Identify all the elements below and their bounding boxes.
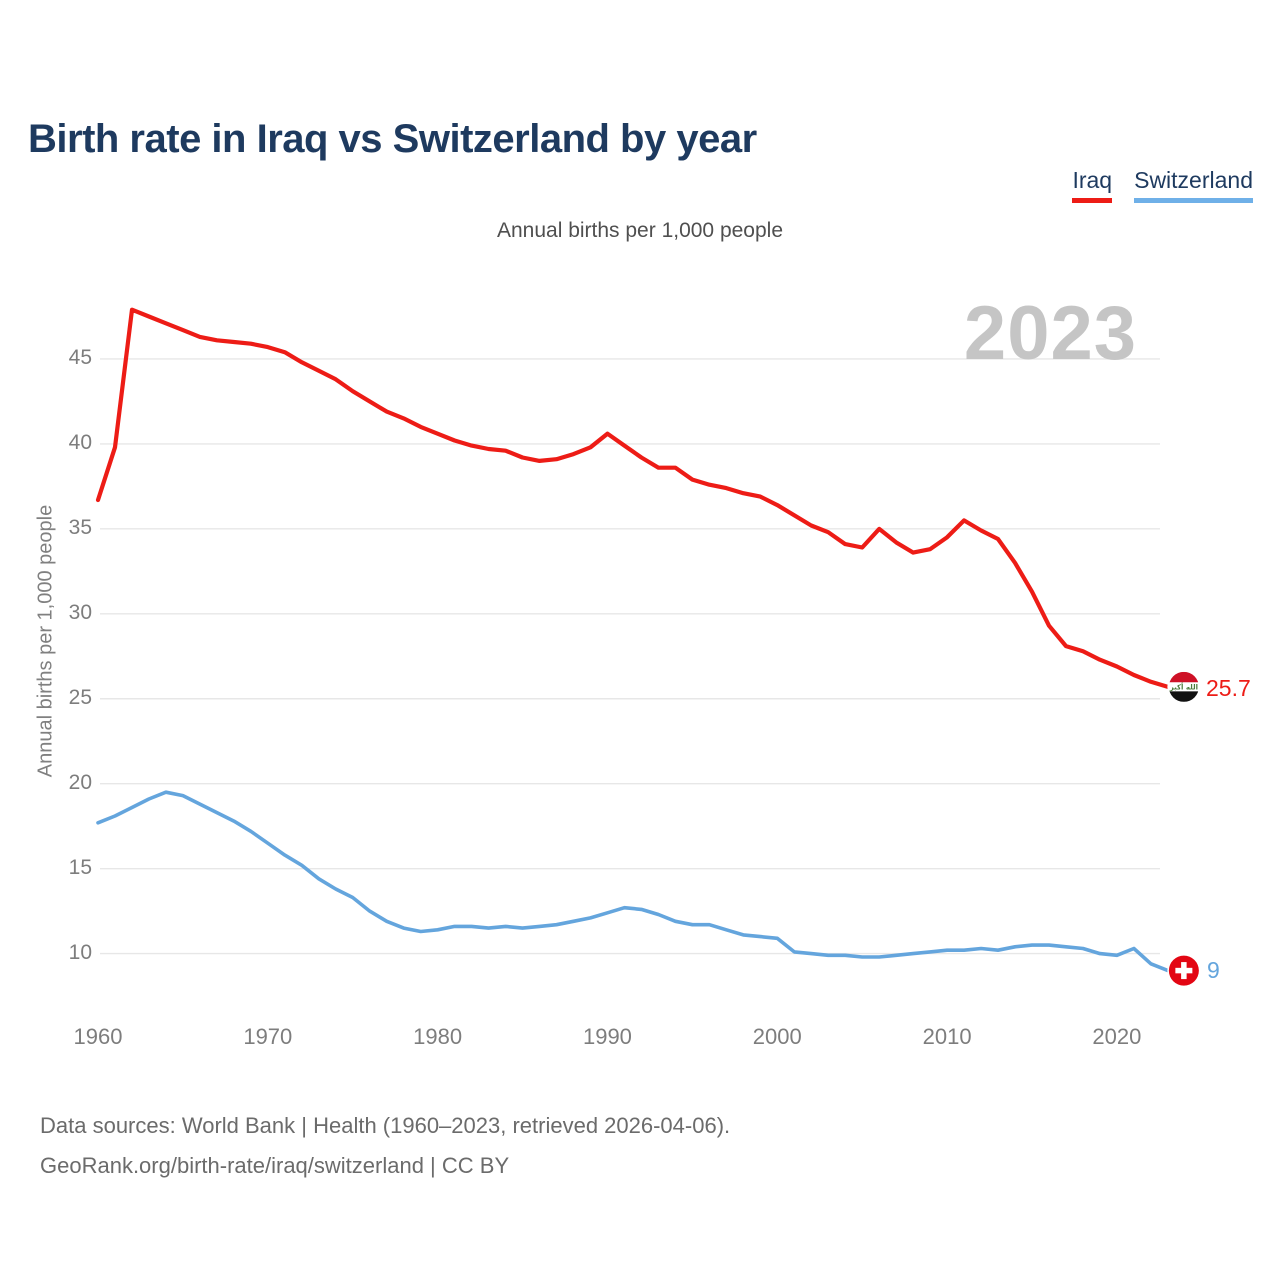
x-tick-2000: 2000	[752, 1024, 802, 1049]
iraq-flag-black-band	[1168, 691, 1199, 702]
legend: Iraq Switzerland	[1072, 167, 1253, 203]
y-tick-40: 40	[68, 430, 92, 454]
iraq-end-value-label: 25.7	[1206, 675, 1251, 701]
iraq-flag-red-band	[1168, 671, 1199, 683]
footer-attribution: GeoRank.org/birth-rate/iraq/switzerland …	[40, 1153, 510, 1178]
switzerland-line-series	[96, 790, 1170, 973]
x-tick-1990: 1990	[582, 1024, 632, 1049]
x-tick-1970: 1970	[243, 1024, 293, 1049]
legend-item-iraq[interactable]: Iraq	[1072, 167, 1113, 203]
y-tick-15: 15	[68, 855, 92, 879]
y-tick-30: 30	[68, 600, 92, 624]
footer-data-sources: Data sources: World Bank | Health (1960–…	[40, 1113, 731, 1138]
x-tick-2010: 2010	[922, 1024, 972, 1049]
footer: Data sources: World Bank | Health (1960–…	[40, 1106, 730, 1186]
x-tick-1980: 1980	[413, 1024, 463, 1049]
legend-item-switzerland[interactable]: Switzerland	[1134, 167, 1253, 203]
y-tick-25: 25	[68, 685, 92, 709]
chart-subtitle: Annual births per 1,000 people	[496, 219, 784, 242]
y-tick-10: 10	[68, 940, 92, 964]
iraq-line-series	[95, 307, 1171, 690]
swiss-cross-v	[1181, 962, 1187, 980]
x-tick-1960: 1960	[73, 1024, 123, 1049]
iraq-flag-script-icon: الله أكبر	[1169, 682, 1198, 691]
y-tick-45: 45	[68, 345, 92, 369]
year-watermark: 2023	[963, 291, 1137, 376]
y-tick-20: 20	[68, 770, 92, 794]
y-axis-label: Annual births per 1,000 people	[34, 504, 57, 778]
iraq-flag-white-band	[1168, 682, 1199, 692]
x-tick-2020: 2020	[1092, 1024, 1142, 1049]
page-title: Birth rate in Iraq vs Switzerland by yea…	[28, 116, 757, 161]
switzerland-end-value-label: 9	[1207, 957, 1220, 983]
y-tick-35: 35	[68, 515, 92, 539]
